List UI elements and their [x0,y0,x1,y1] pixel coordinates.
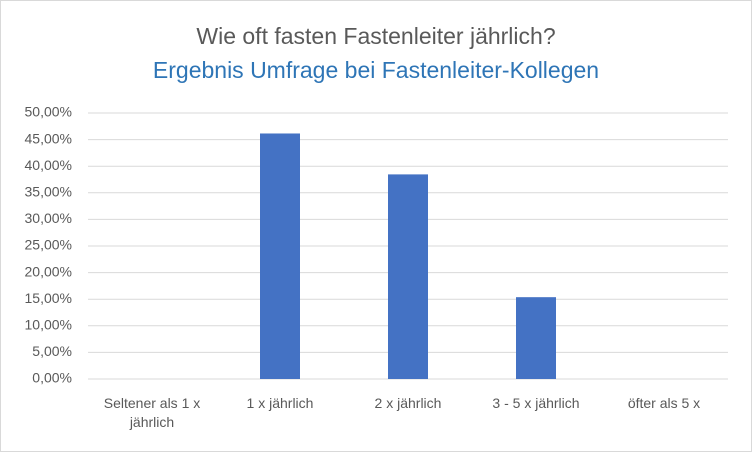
x-tick-label: 1 x jährlich [246,395,314,411]
y-tick-label: 35,00% [25,184,72,200]
bar [388,174,428,379]
y-tick-label: 25,00% [25,237,72,253]
chart-title: Wie oft fasten Fastenleiter jährlich? [196,23,555,49]
y-tick-label: 40,00% [25,157,72,173]
bar [260,133,300,379]
y-tick-label: 15,00% [25,290,72,306]
bar [516,297,556,379]
y-tick-label: 45,00% [25,130,72,146]
chart-subtitle: Ergebnis Umfrage bei Fastenleiter-Kolleg… [153,57,599,83]
x-tick-label: 2 x jährlich [374,395,442,411]
y-tick-label: 20,00% [25,263,72,279]
x-tick-label: Seltener als 1 x jährlich [103,395,201,430]
y-tick-label: 50,00% [25,104,72,120]
y-tick-label: 5,00% [32,343,72,359]
y-tick-label: 0,00% [32,370,72,386]
x-tick-label: 3 - 5 x jährlich [492,395,580,411]
x-tick-label: öfter als 5 x [627,395,701,411]
y-tick-label: 10,00% [25,317,72,333]
y-tick-label: 30,00% [25,210,72,226]
